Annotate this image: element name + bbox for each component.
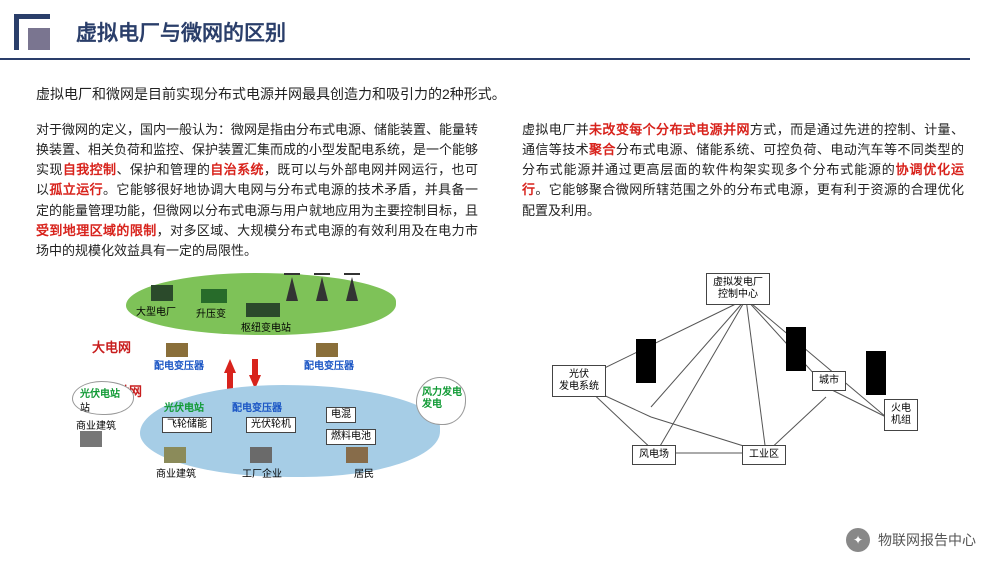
tower-icon (346, 277, 358, 301)
label-n8: 光伏电站 (164, 399, 204, 414)
vpp-n2-label: 风电场 (639, 449, 669, 460)
label-n5: 配电变压器 (304, 357, 354, 372)
microgrid-diagram: 大型电厂 升压变 枢纽变电站 大电网 配电变压器 配电变压器 微网 光伏电站 站… (36, 267, 466, 487)
right-p4: 。它能够聚合微网所辖范围之外的分布式电源，更有利于资源的合理优化配置及利用。 (522, 182, 964, 217)
tower-icon (286, 277, 298, 301)
label-n15: 居民 (354, 465, 374, 480)
vpp-node-wind: 风电场 (632, 445, 676, 465)
label-bignet: 大电网 (92, 337, 131, 356)
vpp-node-thermal: 火电机组 (884, 399, 918, 431)
tower-icon (316, 277, 328, 301)
arrow-stem (227, 371, 233, 389)
vpp-node-industry: 工业区 (742, 445, 786, 465)
diagrams-row: 大型电厂 升压变 枢纽变电站 大电网 配电变压器 配电变压器 微网 光伏电站 站… (0, 261, 1000, 487)
dist-transformer-icon (166, 343, 188, 357)
label-npow: 电混 (326, 407, 356, 423)
label-n10: 商业建筑 (156, 465, 196, 480)
page-title: 虚拟电厂与微网的区别 (76, 17, 286, 47)
dist-transformer-icon (316, 343, 338, 357)
black-bar-icon (866, 351, 886, 395)
right-hl2: 聚合 (589, 142, 616, 157)
wechat-icon: ✦ (846, 528, 870, 552)
vpp-diagram: 虚拟发电厂控制中心 光伏发电系统 风电场 工业区 城市 火电机组 (506, 267, 936, 487)
transformer-icon (201, 289, 227, 303)
left-hl1: 自我控制 (63, 162, 117, 177)
right-p1: 虚拟电厂并 (522, 122, 589, 137)
right-column: 虚拟电厂并未改变每个分布式电源并网方式，而是通过先进的控制、计量、通信等技术聚合… (522, 120, 964, 261)
vpp-n1-label: 光伏发电系统 (559, 369, 599, 392)
label-n13: 工厂企业 (242, 465, 282, 480)
vpp-node-pv: 光伏发电系统 (552, 365, 606, 397)
footer: ✦ 物联网报告中心 (846, 528, 976, 552)
label-n6: 光伏电站 (80, 385, 120, 400)
vpp-n3-label: 工业区 (749, 449, 779, 460)
plant-icon (151, 285, 173, 301)
left-hl3: 孤立运行 (49, 182, 103, 197)
left-column: 对于微网的定义，国内一般认为：微网是指由分布式电源、储能装置、能量转换装置、相关… (36, 120, 478, 261)
black-bar-icon (636, 339, 656, 383)
intro-text: 虚拟电厂和微网是目前实现分布式电源并网最具创造力和吸引力的2种形式。 (36, 84, 964, 104)
mid-strip: 配电变压器 配电变压器 (136, 341, 406, 365)
left-p4: 。它能够很好地协调大电网与分布式电源的技术矛盾，并具备一定的能量管理功能，但微网… (36, 182, 478, 217)
two-column-text: 对于微网的定义，国内一般认为：微网是指由分布式电源、储能装置、能量转换装置、相关… (0, 120, 1000, 261)
label-n7: 商业建筑 (76, 417, 116, 432)
header: 虚拟电厂与微网的区别 (0, 0, 970, 60)
hub-icon (246, 303, 280, 317)
vpp-center-node: 虚拟发电厂控制中心 (706, 273, 770, 305)
vpp-node-city: 城市 (812, 371, 846, 391)
label-n3: 枢纽变电站 (241, 319, 291, 334)
vpp-center-label: 虚拟发电厂控制中心 (713, 277, 763, 300)
building-icon (164, 447, 186, 463)
vpp-n5-label: 火电机组 (891, 403, 911, 426)
label-n12: 光伏轮机 (246, 417, 296, 433)
black-bar-icon (786, 327, 806, 371)
label-n11: 配电变压器 (232, 399, 282, 414)
building-icon (250, 447, 272, 463)
label-n16b: 发电 (422, 395, 442, 410)
right-hl1: 未改变每个分布式电源并网 (589, 122, 750, 137)
label-n4: 配电变压器 (154, 357, 204, 372)
vpp-n4-label: 城市 (819, 375, 839, 386)
footer-text: 物联网报告中心 (878, 530, 976, 550)
building-icon (80, 431, 102, 447)
logo-icon (14, 14, 50, 50)
label-n14: 燃料电池 (326, 429, 376, 445)
label-n1: 大型电厂 (136, 303, 176, 318)
left-p2: 、保护和管理的 (116, 162, 210, 177)
label-n9: 飞轮储能 (162, 417, 212, 433)
label-n6b: 站 (80, 399, 90, 414)
building-icon (346, 447, 368, 463)
left-hl4: 受到地理区域的限制 (36, 223, 157, 238)
label-n2: 升压变 (196, 305, 226, 320)
left-hl2: 自治系统 (210, 162, 264, 177)
